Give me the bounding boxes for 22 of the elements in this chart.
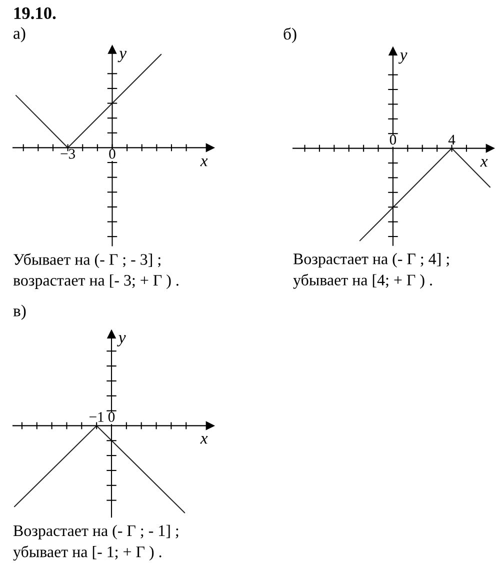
x-tick-label: 0 — [109, 148, 116, 159]
chart-subtitle: а) — [14, 27, 26, 42]
x-axis-title: x — [200, 436, 208, 444]
chart-subtitle: в) — [13, 304, 26, 320]
x-tick-label: 0 — [390, 134, 396, 145]
x-axis-title: x — [480, 159, 488, 167]
text: убывает на [4; + Г ) . — [293, 274, 432, 289]
text: Возрастает на (- Г ; 4] ; — [293, 253, 449, 268]
chart-title: 19.10. — [14, 7, 56, 20]
text: Возрастает на (- Г ; - 1] ; — [13, 524, 178, 540]
x-tick-label: −3 — [60, 148, 75, 159]
x-tick-label: −1 — [90, 412, 104, 422]
y-axis-title: y — [117, 335, 126, 346]
x-tick-label: 4 — [448, 134, 456, 144]
x-axis-title: x — [200, 158, 208, 166]
x-tick-label: 0 — [108, 412, 115, 422]
text: возрастает на [- 3; + Г ) . — [13, 274, 178, 289]
y-axis-title: y — [398, 52, 408, 64]
y-axis-title: y — [118, 50, 127, 62]
text: убывает на [- 1; + Г ) . — [13, 546, 162, 561]
text: Убывает на (- Г ; - 3] ; — [14, 253, 160, 268]
chart-subtitle: б) — [284, 28, 296, 44]
